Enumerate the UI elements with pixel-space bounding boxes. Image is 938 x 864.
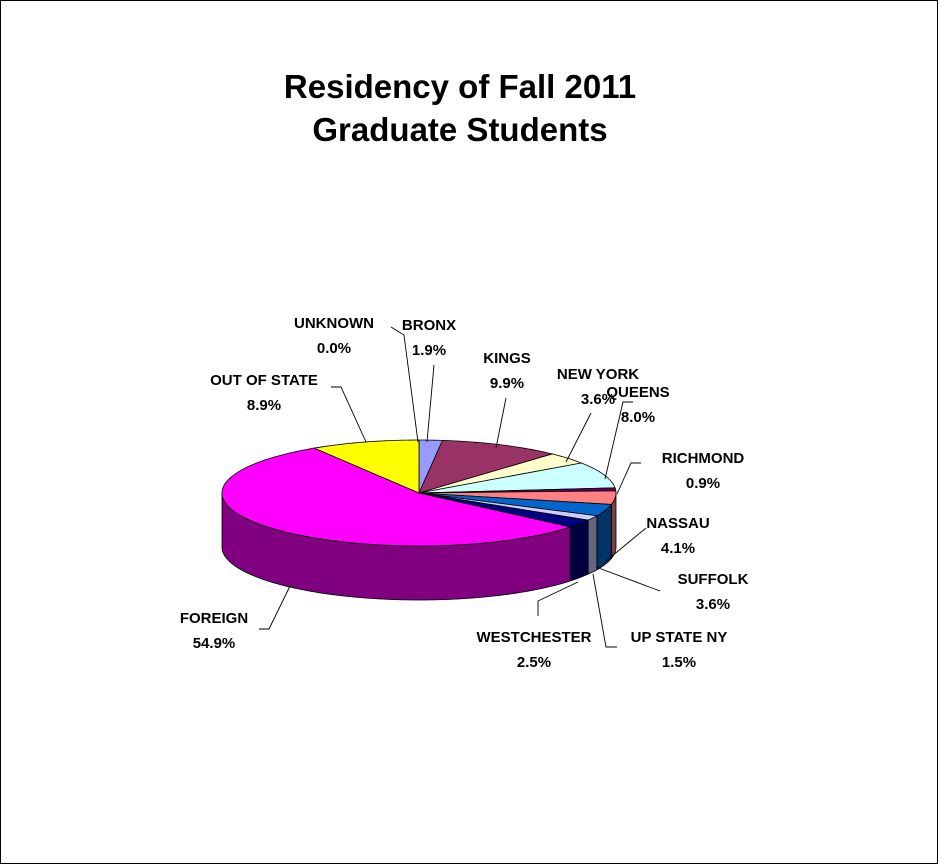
slice-percent-out-of-state: 8.9% [247, 397, 281, 414]
slice-label-bronx: BRONX [402, 317, 456, 334]
slice-label-up-state-ny: UP STATE NY [631, 629, 728, 646]
slice-percent-unknown: 0.0% [317, 340, 351, 357]
slice-percent-richmond: 0.9% [686, 475, 720, 492]
leader-line-queens [604, 401, 633, 480]
leader-line-unknown [390, 326, 419, 443]
leader-line-richmond [616, 462, 641, 495]
slice-percent-bronx: 1.9% [412, 342, 446, 359]
slice-side-westchester [569, 519, 589, 582]
slice-percent-suffolk: 3.6% [696, 596, 730, 613]
leader-line-nassau [605, 527, 647, 562]
slice-percent-foreign: 54.9% [193, 635, 236, 652]
slice-nassau [418, 490, 617, 505]
pie-tops [221, 439, 617, 547]
slice-percent-nassau: 4.1% [661, 540, 695, 557]
leader-line-westchester [537, 581, 579, 616]
slice-label-queens: QUEENS [606, 384, 669, 401]
slice-label-nassau: NASSAU [646, 515, 709, 532]
slice-suffolk [418, 492, 613, 517]
leader-line-kings [495, 397, 507, 449]
slice-westchester [418, 492, 590, 528]
slice-label-kings: KINGS [483, 350, 531, 367]
slice-queens [418, 462, 616, 494]
leader-line-suffolk [595, 566, 661, 592]
leader-line-bronx [426, 364, 435, 443]
slice-percent-up-state-ny: 1.5% [662, 654, 696, 671]
slice-label-unknown: UNKNOWN [294, 315, 374, 332]
pie-sides [221, 492, 617, 601]
slice-percent-new-york: 3.6% [581, 391, 615, 408]
slice-label-suffolk: SUFFOLK [678, 571, 749, 588]
slice-percent-kings: 9.9% [490, 375, 524, 392]
slice-label-richmond: RICHMOND [662, 450, 745, 467]
slice-percent-westchester: 2.5% [517, 654, 551, 671]
slice-label-westchester: WESTCHESTER [476, 629, 591, 646]
slice-kings [418, 439, 554, 494]
slice-label-new-york: NEW YORK [557, 366, 639, 383]
leader-line-foreign [259, 583, 292, 630]
slice-foreign [221, 447, 572, 547]
leader-line-new-york [565, 412, 592, 463]
slice-side-up-state-ny [587, 515, 598, 575]
slice-out-of-state [312, 439, 420, 494]
slice-percent-queens: 8.0% [621, 409, 655, 426]
leader-line-up-state-ny [592, 573, 617, 648]
slice-label-foreign: FOREIGN [180, 610, 248, 627]
leader-line-out-of-state [331, 386, 367, 443]
slice-label-out-of-state: OUT OF STATE [210, 372, 318, 389]
leader-lines [259, 326, 661, 648]
chart-title-line-2: Graduate Students [312, 111, 608, 148]
chart-title-line-1: Residency of Fall 2011 [283, 68, 637, 105]
